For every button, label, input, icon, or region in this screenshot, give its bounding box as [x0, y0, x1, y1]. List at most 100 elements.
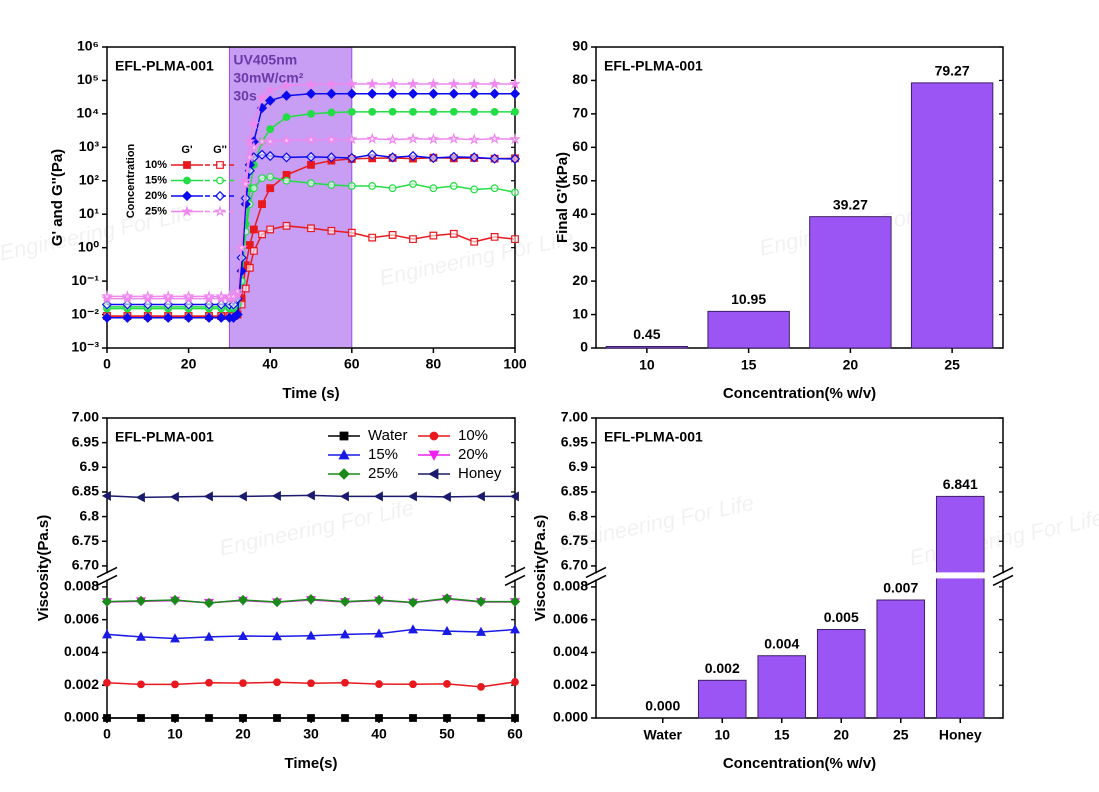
legend-marker: [339, 431, 349, 441]
y-tick-label: 40: [572, 205, 588, 221]
legend-label: 25%: [368, 465, 398, 482]
data-point: [265, 150, 276, 162]
annotation: 30mW/cm²: [233, 70, 303, 86]
x-tick-label: 20: [843, 357, 859, 373]
bar: [910, 82, 994, 349]
data-point: [470, 237, 479, 246]
y-tick-label: 6.75: [561, 532, 588, 548]
value-label: 0.004: [764, 635, 799, 651]
legend-label: 20%: [458, 446, 488, 463]
data-point: [243, 135, 256, 147]
data-point: [231, 288, 244, 300]
y-tick-label: 10⁴: [77, 105, 100, 121]
data-point: [407, 597, 419, 608]
y-tick-label: 80: [572, 71, 588, 87]
data-point: [121, 290, 134, 302]
legend-label: 15%: [368, 446, 398, 463]
data-point: [407, 132, 419, 144]
data-point: [305, 78, 317, 90]
data-point: [245, 263, 254, 272]
annotation: UV405nm: [233, 52, 297, 68]
data-point: [247, 117, 260, 129]
annotation: 30s: [233, 88, 257, 104]
y-tick-label: 6.95: [72, 433, 99, 449]
bar: [935, 495, 985, 719]
data-point: [407, 150, 419, 162]
data-point: [305, 151, 317, 162]
data-point: [441, 593, 453, 604]
data-point: [240, 193, 251, 204]
data-point: [470, 185, 479, 194]
data-point: [429, 231, 438, 240]
series-line: [107, 153, 516, 306]
data-point: [448, 151, 459, 162]
data-point: [307, 110, 315, 118]
legend-label: Honey: [458, 465, 502, 482]
value-label: 10.95: [731, 291, 766, 307]
legend-label: 20%: [145, 190, 167, 202]
y-tick-label: 70: [572, 105, 588, 121]
data-point: [366, 132, 379, 144]
y-tick-label: 7.00: [72, 409, 99, 425]
data-point: [327, 108, 336, 117]
data-point: [447, 132, 460, 144]
data-point: [101, 312, 113, 323]
y-tick-label: 0.006: [64, 610, 99, 626]
data-point: [203, 491, 213, 502]
data-point: [136, 631, 146, 641]
data-point: [326, 88, 337, 99]
data-point: [509, 77, 521, 90]
data-point: [249, 225, 258, 234]
axis-break-gap: [512, 573, 518, 580]
data-point: [339, 596, 351, 607]
data-point: [249, 247, 258, 255]
data-point: [239, 679, 247, 687]
data-point: [305, 88, 317, 99]
data-point: [442, 625, 452, 636]
x-tick-label: 10: [639, 357, 655, 373]
axis-break-mark: [96, 566, 118, 579]
chart-title: EFL-PLMA-001: [604, 58, 703, 74]
series-line: [107, 110, 515, 310]
data-point: [282, 176, 291, 185]
y-axis-label: Final G'(kPa): [554, 152, 571, 243]
y-tick-label: 10⁰: [78, 238, 100, 254]
axis-break-mark: [585, 574, 607, 587]
data-point: [368, 108, 377, 116]
data-point: [469, 152, 480, 163]
data-point: [511, 714, 519, 722]
data-point: [101, 596, 113, 607]
y-tick-label: 10⁻²: [71, 305, 99, 321]
data-point: [256, 149, 268, 160]
legend-label: 25%: [145, 205, 167, 217]
data-point: [135, 492, 145, 503]
data-point: [427, 132, 440, 145]
y-tick-label: 0.002: [553, 676, 588, 692]
y-tick-label: 60: [572, 138, 588, 154]
y-tick-label: 6.70: [561, 557, 588, 573]
data-point: [509, 596, 521, 607]
y-tick-label: 6.9: [80, 458, 100, 474]
y-tick-label: 10¹: [79, 205, 100, 221]
data-point: [388, 107, 397, 116]
y-tick-label: 0.002: [64, 676, 99, 692]
data-point: [428, 152, 439, 164]
data-point: [345, 77, 358, 90]
legend-label: 10%: [145, 159, 167, 171]
data-point: [443, 680, 451, 688]
legend-label: 15%: [145, 174, 167, 186]
data-point: [205, 714, 213, 722]
data-point: [341, 714, 349, 722]
x-tick-label: 10: [167, 726, 183, 742]
x-tick-label: 15: [741, 357, 757, 373]
y-tick-label: 90: [572, 38, 588, 54]
data-point: [264, 84, 277, 96]
x-tick-label: 20: [235, 726, 251, 742]
value-label: 0.007: [883, 580, 918, 596]
data-point: [103, 678, 111, 687]
x-tick-label: Water: [644, 727, 683, 743]
bar-break-gap: [934, 572, 987, 579]
data-point: [280, 134, 293, 146]
bar: [757, 655, 807, 719]
chart-title: EFL-PLMA-001: [604, 429, 703, 445]
